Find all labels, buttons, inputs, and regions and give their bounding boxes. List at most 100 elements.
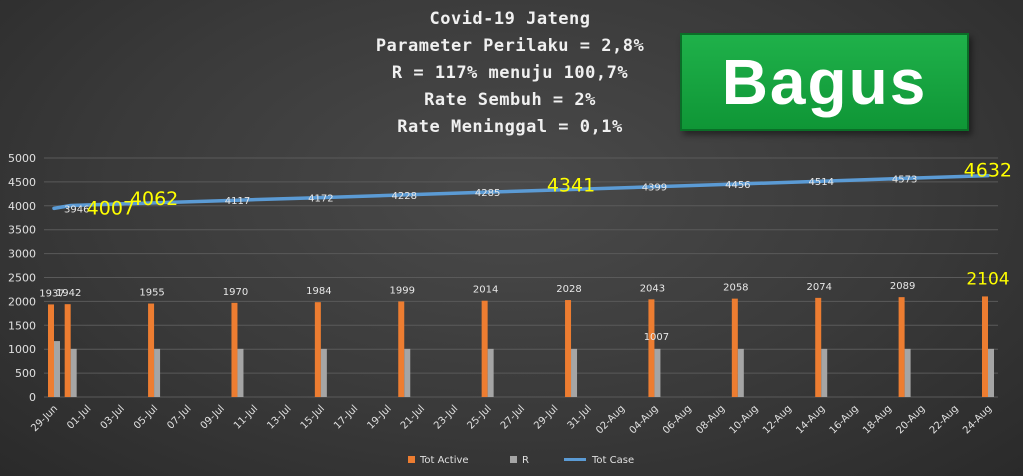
tot-active-bar [982, 296, 988, 397]
r-bar [988, 348, 994, 397]
x-tick-label: 06-Aug [661, 403, 694, 436]
y-tick-label: 4500 [8, 176, 36, 189]
x-tick-label: 20-Aug [894, 403, 927, 436]
x-tick-label: 02-Aug [594, 403, 627, 436]
tot-active-label: 1999 [390, 285, 415, 296]
x-tick-label: 05-Jul [132, 403, 160, 431]
bars [48, 296, 994, 397]
tot-case-label: 4007 [87, 197, 135, 219]
x-tick-label: 16-Aug [828, 403, 861, 436]
y-tick-label: 0 [29, 391, 36, 404]
y-tick-label: 500 [15, 367, 36, 380]
x-tick-label: 22-Aug [928, 403, 961, 436]
tot-case-label: 4117 [225, 196, 250, 207]
tot-case-label: 4172 [308, 194, 333, 205]
x-tick-label: 10-Aug [728, 403, 761, 436]
legend-swatch [510, 456, 517, 463]
tot-active-label: 1984 [306, 286, 331, 297]
x-tick-label: 24-Aug [961, 403, 994, 436]
x-tick-label: 11-Jul [232, 403, 260, 431]
tot-case-label: 4514 [808, 177, 833, 188]
x-tick-label: 12-Aug [761, 403, 794, 436]
r-bar [654, 348, 661, 397]
legend-label: Tot Active [419, 455, 469, 466]
tot-active-label: 1937 [39, 288, 64, 299]
legend-label: R [522, 455, 529, 466]
tot-active-label: 1942 [56, 288, 81, 299]
tot-case-line-group [52, 173, 990, 211]
x-tick-label: 17-Jul [332, 403, 360, 431]
tot-active-bar [731, 298, 738, 397]
y-tick-label: 3000 [8, 248, 36, 261]
r-label: 1007 [644, 332, 669, 343]
tot-active-bar [398, 301, 405, 397]
tot-active-label: 2043 [640, 283, 665, 294]
tot-case-label: 4228 [392, 191, 417, 202]
y-tick-label: 3500 [8, 224, 36, 237]
x-tick-label: 21-Jul [399, 403, 427, 431]
x-tick-label: 25-Jul [466, 403, 494, 431]
x-tick-label: 07-Jul [165, 403, 193, 431]
y-tick-label: 4000 [8, 200, 36, 213]
r-bar [237, 348, 244, 397]
legend-label: Tot Case [591, 455, 634, 466]
x-tick-label: 13-Jul [265, 403, 293, 431]
r-bar [737, 348, 744, 397]
tot-active-label: 2014 [473, 285, 498, 296]
x-tick-label: 03-Jul [99, 403, 127, 431]
tot-active-label: 2074 [806, 282, 831, 293]
tot-active-bar [48, 304, 54, 397]
x-tick-label: 23-Jul [432, 403, 460, 431]
x-axis: 29-Jun 01-Jul 03-Jul 05-Jul 07-Jul 09-Jul 11-J… [29, 403, 994, 436]
tot-active-label: 1970 [223, 287, 248, 298]
tot-case-label: 4399 [642, 183, 667, 194]
status-badge: Bagus [680, 33, 969, 131]
tot-case-label: 4341 [547, 175, 595, 197]
r-bar [821, 348, 828, 397]
x-tick-label: 29-Jun [29, 403, 60, 434]
tot-active-bar [898, 297, 905, 397]
tot-active-bar [481, 300, 488, 397]
tot-case-label: 4573 [892, 174, 917, 185]
x-tick-label: 14-Aug [794, 403, 827, 436]
y-tick-label: 2500 [8, 272, 36, 285]
y-axis: 0 500 1000 1500 2000 2500 3000 3500 4000 4500 5000 [8, 152, 36, 404]
tot-active-label: 2058 [723, 283, 748, 294]
title-line-3: R = 117% menuju 100,7% [391, 63, 629, 83]
title-line-4: Rate Sembuh = 2% [424, 90, 596, 110]
title-line-5: Rate Meninggal = 0,1% [397, 117, 623, 137]
x-tick-label: 15-Jul [299, 403, 327, 431]
tot-active-bar [565, 300, 572, 397]
legend-swatch [408, 456, 415, 463]
legend: Tot Active R Tot Case [408, 455, 634, 466]
x-tick-label: 27-Jul [499, 403, 527, 431]
gridlines [44, 157, 998, 398]
r-bar [904, 348, 911, 397]
tot-active-bar [314, 302, 321, 397]
x-tick-label: 18-Aug [861, 403, 894, 436]
tot-active-bar [64, 304, 71, 397]
title-line-1: Covid-19 Jateng [429, 9, 591, 29]
tot-case-label: 4632 [964, 160, 1012, 182]
tot-case-line [52, 173, 990, 211]
y-tick-label: 1500 [8, 319, 36, 332]
tot-case-label: 4285 [475, 188, 500, 199]
tot-active-bar [148, 303, 155, 397]
x-tick-label: 04-Aug [628, 403, 661, 436]
x-tick-label: 01-Jul [65, 403, 93, 431]
y-tick-label: 5000 [8, 152, 36, 165]
tot-case-label: 4456 [725, 180, 750, 191]
x-tick-label: 09-Jul [199, 403, 227, 431]
y-tick-label: 2000 [8, 295, 36, 308]
tot-active-bar [815, 297, 822, 397]
x-tick-label: 08-Aug [694, 403, 727, 436]
tot-active-bar [231, 302, 238, 397]
x-tick-label: 19-Jul [365, 403, 393, 431]
r-bar [54, 341, 60, 397]
tot-active-label: 1955 [139, 288, 164, 299]
r-bar [320, 348, 327, 397]
x-tick-label: 29-Jul [532, 403, 560, 431]
x-tick-label: 31-Jul [566, 403, 594, 431]
